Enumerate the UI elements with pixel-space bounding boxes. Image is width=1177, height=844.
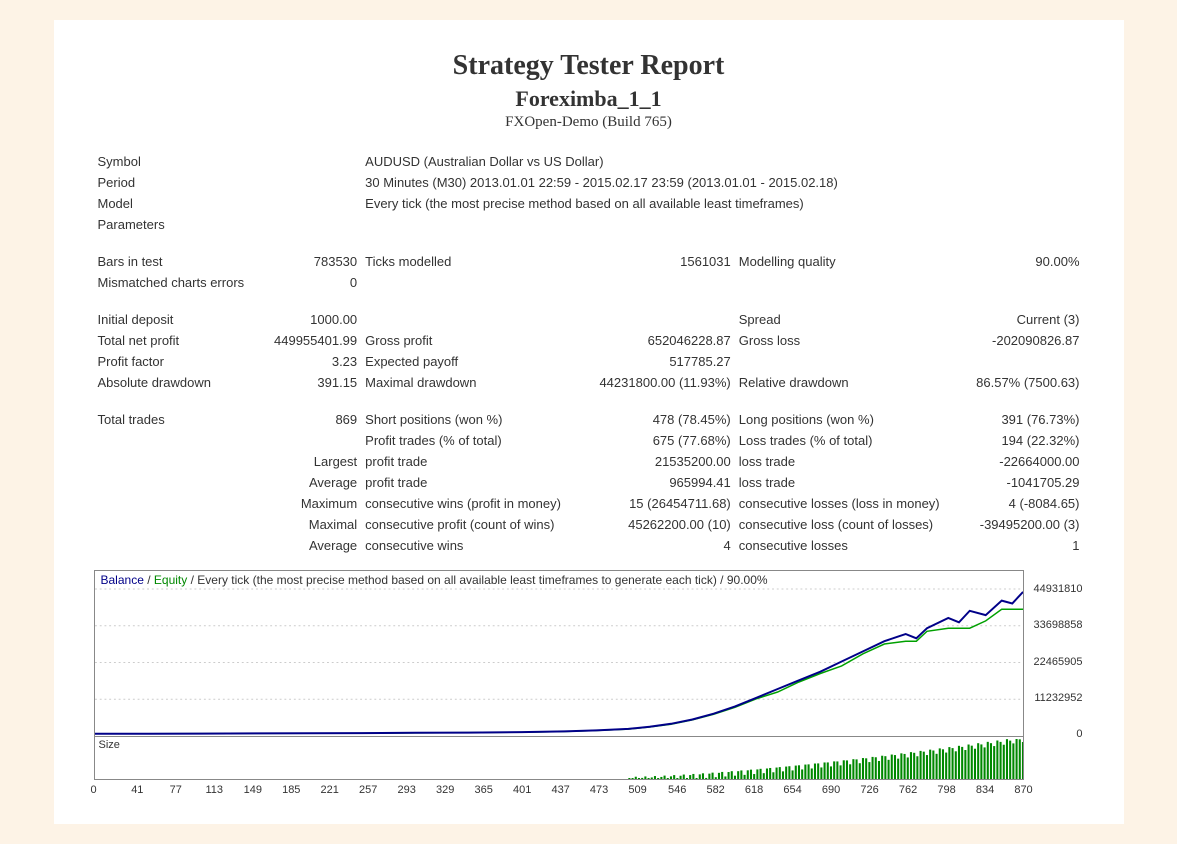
balance-chart: Balance / Equity / Every tick (the most … bbox=[94, 570, 1024, 737]
short-pos-label: Short positions (won %) bbox=[361, 409, 583, 430]
max-cons-losses: 4 (-8084.65) bbox=[962, 493, 1083, 514]
gross-profit-label: Gross profit bbox=[361, 330, 583, 351]
profit-trade-label: profit trade bbox=[361, 451, 583, 472]
absolute-drawdown: 391.15 bbox=[262, 372, 361, 393]
model-value: Every tick (the most precise method base… bbox=[361, 193, 1083, 214]
avg-loss-trade: -1041705.29 bbox=[962, 472, 1083, 493]
mismatched-label: Mismatched charts errors bbox=[94, 272, 262, 293]
maximal-label: Maximal bbox=[262, 514, 361, 535]
largest-label: Largest bbox=[262, 451, 361, 472]
profit-factor-label: Profit factor bbox=[94, 351, 262, 372]
report-page: Strategy Tester Report Foreximba_1_1 FXO… bbox=[54, 20, 1124, 824]
gross-loss-label: Gross loss bbox=[735, 330, 962, 351]
report-header: Strategy Tester Report Foreximba_1_1 FXO… bbox=[94, 50, 1084, 131]
loss-trade-label: loss trade bbox=[735, 451, 962, 472]
gross-loss: -202090826.87 bbox=[962, 330, 1083, 351]
long-pos: 391 (76.73%) bbox=[962, 409, 1083, 430]
avg-cons-wins-label: consecutive wins bbox=[361, 535, 583, 556]
info-table: Symbol AUDUSD (Australian Dollar vs US D… bbox=[94, 151, 1084, 556]
spread-label: Spread bbox=[735, 309, 962, 330]
expected-payoff: 517785.27 bbox=[583, 351, 735, 372]
period-value: 30 Minutes (M30) 2013.01.01 22:59 - 2015… bbox=[361, 172, 1083, 193]
initial-deposit: 1000.00 bbox=[262, 309, 361, 330]
largest-profit-trade: 21535200.00 bbox=[583, 451, 735, 472]
bars-in-test-label: Bars in test bbox=[94, 251, 262, 272]
spread: Current (3) bbox=[962, 309, 1083, 330]
maximal-cons-loss: -39495200.00 (3) bbox=[962, 514, 1083, 535]
total-trades: 869 bbox=[262, 409, 361, 430]
avg-cons-losses: 1 bbox=[962, 535, 1083, 556]
absolute-drawdown-label: Absolute drawdown bbox=[94, 372, 262, 393]
avg-profit-trade: 965994.41 bbox=[583, 472, 735, 493]
parameters-label: Parameters bbox=[94, 214, 262, 235]
avg-cons-wins: 4 bbox=[583, 535, 735, 556]
maximal-cons-profit: 45262200.00 (10) bbox=[583, 514, 735, 535]
relative-drawdown-label: Relative drawdown bbox=[735, 372, 962, 393]
modelling-quality: 90.00% bbox=[962, 251, 1083, 272]
total-trades-label: Total trades bbox=[94, 409, 262, 430]
chart-area: Balance / Equity / Every tick (the most … bbox=[94, 570, 1084, 804]
modelling-quality-label: Modelling quality bbox=[735, 251, 962, 272]
gross-profit: 652046228.87 bbox=[583, 330, 735, 351]
relative-drawdown: 86.57% (7500.63) bbox=[962, 372, 1083, 393]
maximal-drawdown: 44231800.00 (11.93%) bbox=[583, 372, 735, 393]
x-axis-labels: 0417711314918522125729332936540143747350… bbox=[94, 784, 1024, 804]
maximal-cons-loss-label: consecutive loss (count of losses) bbox=[735, 514, 962, 535]
largest-loss-trade: -22664000.00 bbox=[962, 451, 1083, 472]
expected-payoff-label: Expected payoff bbox=[361, 351, 583, 372]
max-cons-wins: 15 (26454711.68) bbox=[583, 493, 735, 514]
period-label: Period bbox=[94, 172, 262, 193]
short-pos: 478 (78.45%) bbox=[583, 409, 735, 430]
max-cons-wins-label: consecutive wins (profit in money) bbox=[361, 493, 583, 514]
model-label: Model bbox=[94, 193, 262, 214]
total-net-profit: 449955401.99 bbox=[262, 330, 361, 351]
maximum-label: Maximum bbox=[262, 493, 361, 514]
loss-trades: 194 (22.32%) bbox=[962, 430, 1083, 451]
profit-factor: 3.23 bbox=[262, 351, 361, 372]
ticks-modelled: 1561031 bbox=[583, 251, 735, 272]
report-title: Strategy Tester Report bbox=[94, 50, 1084, 82]
size-chart: Size bbox=[94, 736, 1024, 780]
profit-trades-label: Profit trades (% of total) bbox=[361, 430, 583, 451]
balance-chart-svg bbox=[95, 571, 1023, 736]
size-chart-svg bbox=[95, 737, 1023, 779]
average-label: Average bbox=[262, 472, 361, 493]
y-axis-labels: 449318103369885822465905112329520 bbox=[1028, 571, 1083, 736]
report-build: FXOpen-Demo (Build 765) bbox=[94, 114, 1084, 131]
avg-cons-losses-label: consecutive losses bbox=[735, 535, 962, 556]
profit-trades: 675 (77.68%) bbox=[583, 430, 735, 451]
initial-deposit-label: Initial deposit bbox=[94, 309, 262, 330]
maximal-cons-profit-label: consecutive profit (count of wins) bbox=[361, 514, 583, 535]
bars-in-test: 783530 bbox=[262, 251, 361, 272]
max-cons-losses-label: consecutive losses (loss in money) bbox=[735, 493, 962, 514]
long-pos-label: Long positions (won %) bbox=[735, 409, 962, 430]
maximal-drawdown-label: Maximal drawdown bbox=[361, 372, 583, 393]
loss-trades-label: Loss trades (% of total) bbox=[735, 430, 962, 451]
total-net-profit-label: Total net profit bbox=[94, 330, 262, 351]
ticks-modelled-label: Ticks modelled bbox=[361, 251, 583, 272]
mismatched: 0 bbox=[262, 272, 361, 293]
symbol-label: Symbol bbox=[94, 151, 262, 172]
symbol-value: AUDUSD (Australian Dollar vs US Dollar) bbox=[361, 151, 1083, 172]
report-subtitle: Foreximba_1_1 bbox=[94, 86, 1084, 112]
